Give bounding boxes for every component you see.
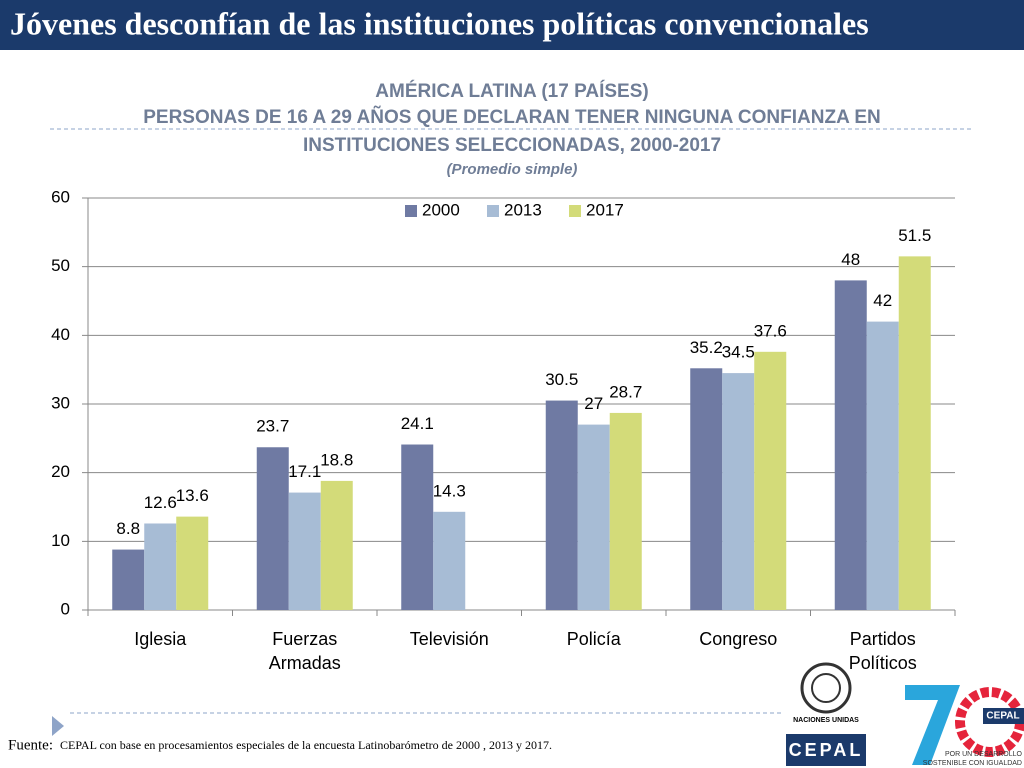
y-tick-label: 50 <box>51 256 70 275</box>
un-emblem <box>811 673 841 703</box>
bar <box>320 480 353 610</box>
bar <box>834 280 867 610</box>
value-label: 37.6 <box>754 321 787 340</box>
value-label: 51.5 <box>898 226 931 245</box>
y-tick-label: 20 <box>51 462 70 481</box>
legend-swatch <box>487 205 499 217</box>
bar <box>545 400 578 610</box>
bar <box>609 412 642 610</box>
chart-title: AMÉRICA LATINA (17 PAÍSES) <box>375 80 648 102</box>
legend-label: 2013 <box>504 200 542 219</box>
value-label: 35.2 <box>690 338 723 357</box>
bar <box>690 368 723 610</box>
y-tick-label: 40 <box>51 325 70 344</box>
value-label: 27 <box>584 394 603 413</box>
chart-subtitle: INSTITUCIONES SELECCIONADAS, 2000-2017 <box>303 135 721 156</box>
legend-swatch <box>569 205 581 217</box>
value-label: 28.7 <box>609 382 642 401</box>
value-label: 34.5 <box>722 343 755 362</box>
value-label: 8.8 <box>116 519 140 538</box>
chart-subtitle: PERSONAS DE 16 A 29 AÑOS QUE DECLARAN TE… <box>143 106 881 128</box>
x-tick-label-line: Armadas <box>269 653 341 673</box>
x-tick-label-line: Televisión <box>410 629 489 649</box>
value-label: 48 <box>841 250 860 269</box>
bar <box>433 511 466 610</box>
x-tick-label: Partidos Políticos <box>849 629 917 673</box>
y-tick-label: 30 <box>51 393 70 412</box>
bar <box>722 373 755 610</box>
bar <box>288 492 321 610</box>
bar <box>754 351 787 610</box>
un-emblem <box>800 662 852 714</box>
bar <box>256 447 289 610</box>
x-tick-label-line: Partidos <box>850 629 916 649</box>
slide-title: Jóvenes desconfían de las instituciones … <box>10 5 869 41</box>
bar <box>898 256 931 610</box>
slogan: POR UN DESARROLLO <box>945 751 1023 758</box>
y-tick-label: 10 <box>51 531 70 550</box>
cepal-small-box <box>983 708 1024 724</box>
bar <box>866 321 899 610</box>
seventy-logo <box>905 685 960 765</box>
bar <box>144 523 177 610</box>
bar <box>401 444 434 610</box>
bar <box>176 516 209 610</box>
value-label: 30.5 <box>545 370 578 389</box>
x-tick-label-line: Policía <box>567 629 622 649</box>
y-tick-label: 0 <box>61 599 70 618</box>
value-label: 42 <box>873 291 892 310</box>
value-label: 13.6 <box>176 486 209 505</box>
x-tick-label-line: Políticos <box>849 653 917 673</box>
cepal-small-label: CEPAL <box>986 711 1019 722</box>
legend-swatch <box>405 205 417 217</box>
x-tick-label: Iglesia <box>134 629 187 649</box>
x-tick-label-line: Iglesia <box>134 629 187 649</box>
value-label: 18.8 <box>320 450 353 469</box>
value-label: 12.6 <box>144 493 177 512</box>
cepal-box <box>786 734 866 766</box>
chart-note: (Promedio simple) <box>447 161 578 178</box>
slogan: SOSTENIBLE CON IGUALDAD <box>923 760 1022 767</box>
source-label: Fuente: <box>8 737 53 753</box>
header-bar <box>0 0 1024 50</box>
x-tick-label-line: Fuerzas <box>272 629 337 649</box>
bullet-icon <box>52 716 64 736</box>
value-label: 17.1 <box>288 462 321 481</box>
y-tick-label: 60 <box>51 187 70 206</box>
value-label: 24.1 <box>401 414 434 433</box>
value-label: 14.3 <box>433 481 466 500</box>
x-tick-label-line: Congreso <box>699 629 777 649</box>
bar <box>577 424 610 610</box>
x-tick-label: Fuerzas Armadas <box>269 629 341 673</box>
un-label: NACIONES UNIDAS <box>793 717 859 724</box>
value-label: 23.7 <box>256 417 289 436</box>
source-text: CEPAL con base en procesamientos especia… <box>60 738 552 752</box>
bar <box>112 549 145 610</box>
legend-label: 2000 <box>422 200 460 219</box>
x-tick-label: Congreso <box>699 629 777 649</box>
cepal-label: CEPAL <box>789 740 864 760</box>
x-tick-label: Policía <box>567 629 622 649</box>
x-tick-label: Televisión <box>410 629 489 649</box>
legend-label: 2017 <box>586 200 624 219</box>
